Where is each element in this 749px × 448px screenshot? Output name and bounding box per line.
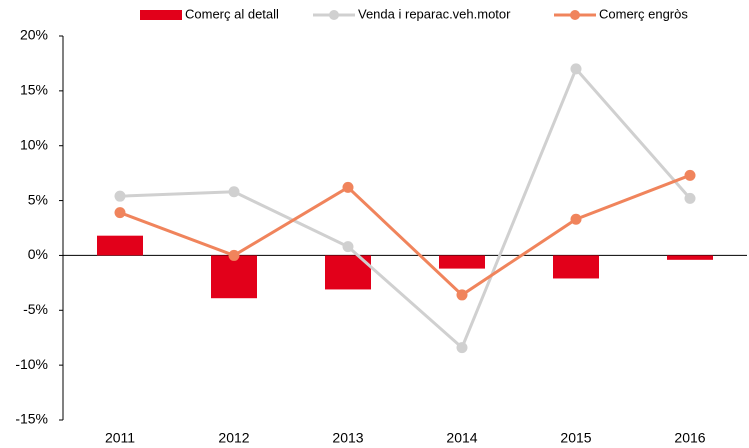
y-tick-label: -5% bbox=[23, 301, 48, 317]
legend-marker bbox=[570, 10, 580, 20]
marker bbox=[684, 192, 696, 204]
y-tick-label: 15% bbox=[20, 82, 48, 98]
bar bbox=[97, 235, 143, 256]
bar bbox=[439, 255, 485, 269]
marker bbox=[342, 181, 354, 193]
x-tick-label: 2011 bbox=[105, 430, 135, 446]
x-tick-label: 2014 bbox=[446, 430, 477, 446]
line bbox=[119, 173, 691, 297]
legend-swatch bbox=[140, 10, 182, 20]
y-tick-label: 5% bbox=[28, 191, 48, 207]
legend-label: Comerç engròs bbox=[599, 6, 688, 21]
legend-label: Venda i reparac.veh.motor bbox=[358, 6, 511, 21]
marker bbox=[114, 190, 126, 202]
bar bbox=[667, 255, 713, 260]
y-tick-label: -10% bbox=[15, 356, 48, 372]
marker bbox=[570, 213, 582, 225]
marker bbox=[228, 186, 240, 198]
marker bbox=[456, 342, 468, 354]
x-tick-label: 2015 bbox=[560, 430, 591, 446]
legend-label: Comerç al detall bbox=[185, 6, 279, 21]
line bbox=[119, 66, 692, 351]
y-tick-label: -15% bbox=[15, 411, 48, 427]
legend-marker bbox=[329, 10, 339, 20]
x-tick-label: 2012 bbox=[218, 430, 249, 446]
marker bbox=[570, 63, 582, 75]
marker bbox=[228, 249, 240, 261]
bar bbox=[553, 255, 599, 279]
x-tick-label: 2013 bbox=[332, 430, 363, 446]
bar bbox=[211, 255, 257, 299]
y-tick-label: 10% bbox=[20, 136, 48, 152]
marker bbox=[114, 207, 126, 219]
y-tick-label: 0% bbox=[28, 246, 48, 262]
y-tick-label: 20% bbox=[20, 27, 48, 43]
marker bbox=[684, 169, 696, 181]
x-tick-label: 2016 bbox=[674, 430, 705, 446]
marker bbox=[342, 241, 354, 253]
marker bbox=[456, 289, 468, 301]
